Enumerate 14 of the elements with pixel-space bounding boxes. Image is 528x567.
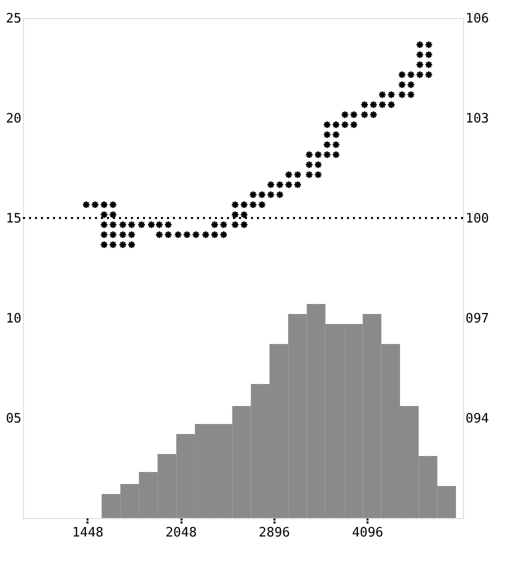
y2-tick-label: 106 <box>466 12 489 26</box>
x-tick-label: 1448 <box>72 526 104 540</box>
x-tick-label: 2048 <box>165 526 197 540</box>
x-tick-label: 4096 <box>352 526 384 540</box>
y2-tick-label: 100 <box>466 212 489 226</box>
y-tick-label: 25 <box>6 12 22 26</box>
y-tick-label: 15 <box>6 212 22 226</box>
y2-tick-label: 097 <box>466 312 489 326</box>
y-tick-label: 10 <box>6 312 22 326</box>
x-tick-label: 2896 <box>258 526 290 540</box>
y-tick-label: 20 <box>6 112 22 126</box>
y2-tick-label: 103 <box>466 112 489 126</box>
y-tick-label: 05 <box>6 412 22 426</box>
y2-tick-label: 094 <box>466 412 490 426</box>
